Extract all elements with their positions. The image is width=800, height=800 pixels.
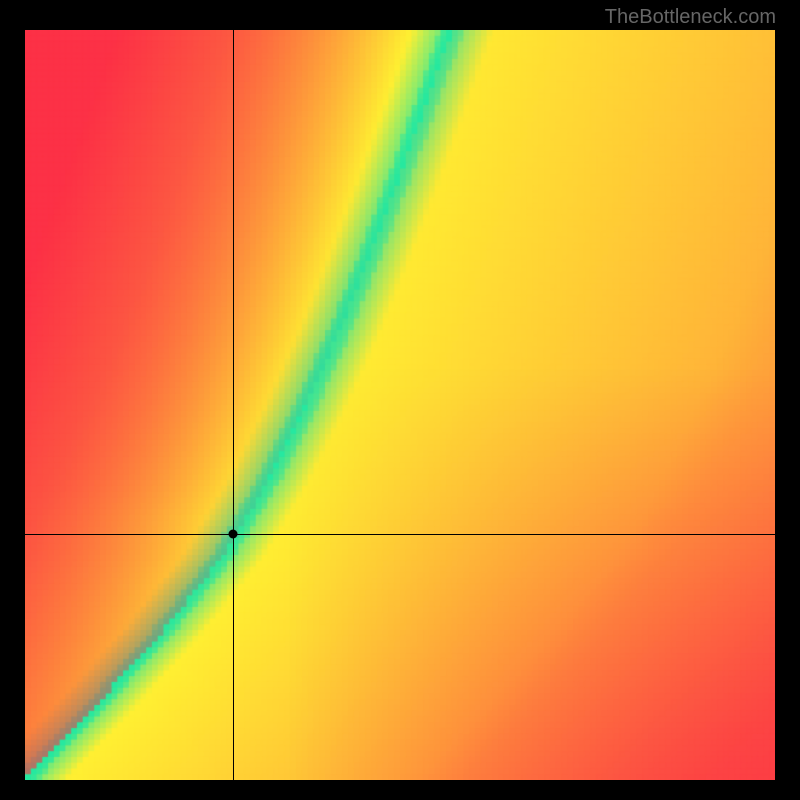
plot-area xyxy=(25,30,775,780)
heatmap-canvas xyxy=(25,30,775,780)
chart-container: TheBottleneck.com xyxy=(0,0,800,800)
watermark-text: TheBottleneck.com xyxy=(605,6,776,29)
marker-dot xyxy=(228,530,237,539)
crosshair-vertical xyxy=(233,30,234,780)
crosshair-horizontal xyxy=(25,534,775,535)
